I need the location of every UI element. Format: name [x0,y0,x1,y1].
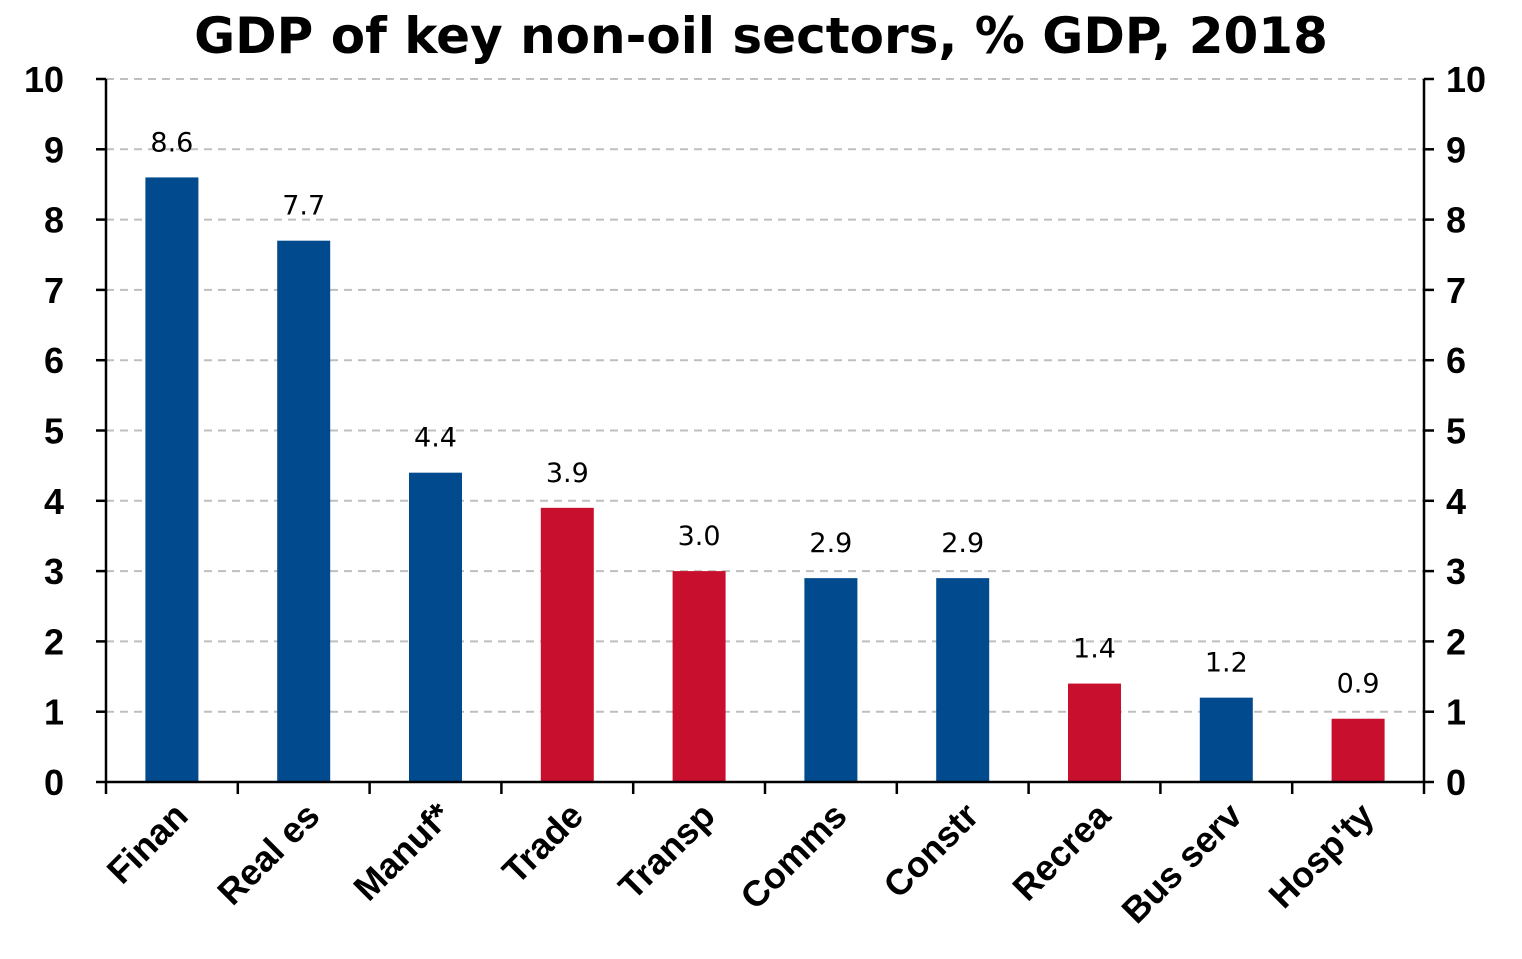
data-label: 2.9 [941,528,984,559]
category-label: Bus serv [1113,795,1250,932]
y-tick-label-right: 10 [1446,59,1486,100]
y-tick-label-left: 9 [44,129,64,170]
y-tick-label-left: 7 [44,270,64,311]
y-tick-label-left: 10 [24,59,64,100]
y-tick-label-right: 3 [1446,551,1466,592]
gridlines [106,78,1424,713]
y-tick-label-right: 9 [1446,129,1466,170]
bar [409,472,462,782]
y-tick-label-right: 7 [1446,270,1466,311]
bar [540,507,594,782]
y-tick-label-right: 1 [1446,692,1466,733]
data-label: 1.4 [1073,634,1116,665]
bar [936,578,990,782]
y-tick-label-left: 8 [44,200,64,241]
y-tick-label-right: 5 [1446,411,1466,452]
y-tick-label-right: 4 [1446,481,1466,522]
y-tick-label-left: 3 [44,551,64,592]
y-tick-label-right: 8 [1446,200,1466,241]
category-label: Finan [99,795,196,892]
category-label: Recrea [1004,794,1119,909]
category-label: Hosp'ty [1260,795,1381,916]
data-label: 4.4 [414,423,457,454]
bar [672,571,726,782]
data-label: 0.9 [1337,669,1380,700]
bar [804,578,858,782]
category-label: Real es [209,795,327,913]
data-label: 1.2 [1205,648,1248,679]
y-tick-label-right: 0 [1446,762,1466,803]
y-tick-label-left: 6 [44,340,64,381]
category-label: Manuf* [345,795,459,909]
y-tick-label-left: 2 [44,621,64,662]
data-label: 3.0 [678,521,721,552]
y-tick-label-right: 6 [1446,340,1466,381]
data-label: 7.7 [282,191,325,222]
y-tick-label-left: 1 [44,692,64,733]
category-label: Constr [875,795,986,906]
bar [145,177,199,783]
chart-title: GDP of key non-oil sectors, % GDP, 2018 [194,7,1328,65]
data-label: 8.6 [150,127,193,158]
category-label: Comms [732,795,854,917]
bar [277,240,331,782]
data-label: 2.9 [809,528,852,559]
y-tick-label-left: 4 [44,481,64,522]
axes [96,77,1434,794]
y-tick-label-left: 0 [44,762,64,803]
bar [1331,718,1385,782]
data-label: 3.9 [546,458,589,489]
bar [1068,683,1121,782]
bars [145,177,1385,783]
category-label: Trade [494,795,591,892]
labels: 0 0 1 1 2 2 3 3 4 4 5 5 6 6 7 7 8 8 9 9 10 10 8.6 Finan 7.7 Real … [24,59,1486,931]
y-tick-label-left: 5 [44,411,64,452]
bar [1199,697,1253,782]
category-label: Transp [610,795,722,907]
y-tick-label-right: 2 [1446,621,1466,662]
